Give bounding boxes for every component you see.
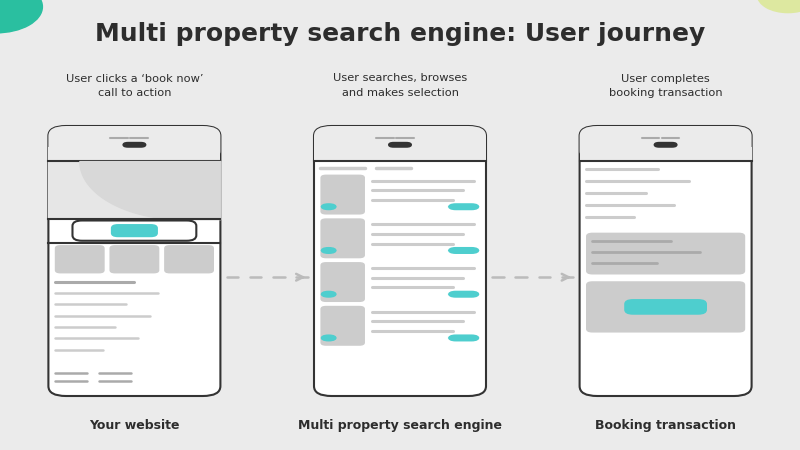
Text: User clicks a ‘book now’
call to action: User clicks a ‘book now’ call to action (66, 73, 203, 98)
Bar (49, 147, 221, 161)
FancyBboxPatch shape (624, 299, 707, 315)
FancyBboxPatch shape (320, 306, 365, 346)
Text: Multi property search engine: User journey: Multi property search engine: User journ… (95, 22, 705, 46)
FancyBboxPatch shape (164, 245, 214, 274)
FancyBboxPatch shape (110, 245, 159, 274)
Circle shape (0, 0, 42, 33)
FancyBboxPatch shape (448, 334, 479, 342)
FancyBboxPatch shape (586, 281, 746, 333)
Bar (49, 161, 221, 219)
Text: Your website: Your website (89, 419, 180, 432)
FancyBboxPatch shape (122, 142, 146, 148)
FancyBboxPatch shape (73, 220, 196, 241)
FancyBboxPatch shape (111, 224, 158, 237)
FancyBboxPatch shape (388, 142, 412, 148)
FancyBboxPatch shape (320, 203, 337, 210)
FancyBboxPatch shape (314, 126, 486, 396)
Text: User completes
booking transaction: User completes booking transaction (609, 73, 722, 98)
FancyBboxPatch shape (314, 126, 486, 161)
Text: User searches, browses
and makes selection: User searches, browses and makes selecti… (333, 73, 467, 98)
Text: Multi property search engine: Multi property search engine (298, 419, 502, 432)
FancyBboxPatch shape (49, 126, 221, 161)
FancyBboxPatch shape (320, 218, 365, 258)
FancyBboxPatch shape (448, 291, 479, 298)
FancyBboxPatch shape (448, 247, 479, 254)
FancyBboxPatch shape (320, 247, 337, 254)
FancyBboxPatch shape (586, 233, 746, 274)
Circle shape (758, 0, 800, 13)
FancyBboxPatch shape (54, 245, 105, 274)
FancyBboxPatch shape (320, 262, 365, 302)
FancyBboxPatch shape (448, 203, 479, 210)
Text: Booking transaction: Booking transaction (595, 419, 736, 432)
FancyBboxPatch shape (579, 126, 751, 396)
FancyBboxPatch shape (320, 175, 365, 215)
FancyBboxPatch shape (654, 142, 678, 148)
FancyBboxPatch shape (579, 126, 751, 161)
FancyBboxPatch shape (49, 126, 221, 396)
Bar (579, 147, 751, 161)
FancyBboxPatch shape (320, 291, 337, 298)
FancyBboxPatch shape (320, 334, 337, 342)
Bar (314, 147, 486, 161)
